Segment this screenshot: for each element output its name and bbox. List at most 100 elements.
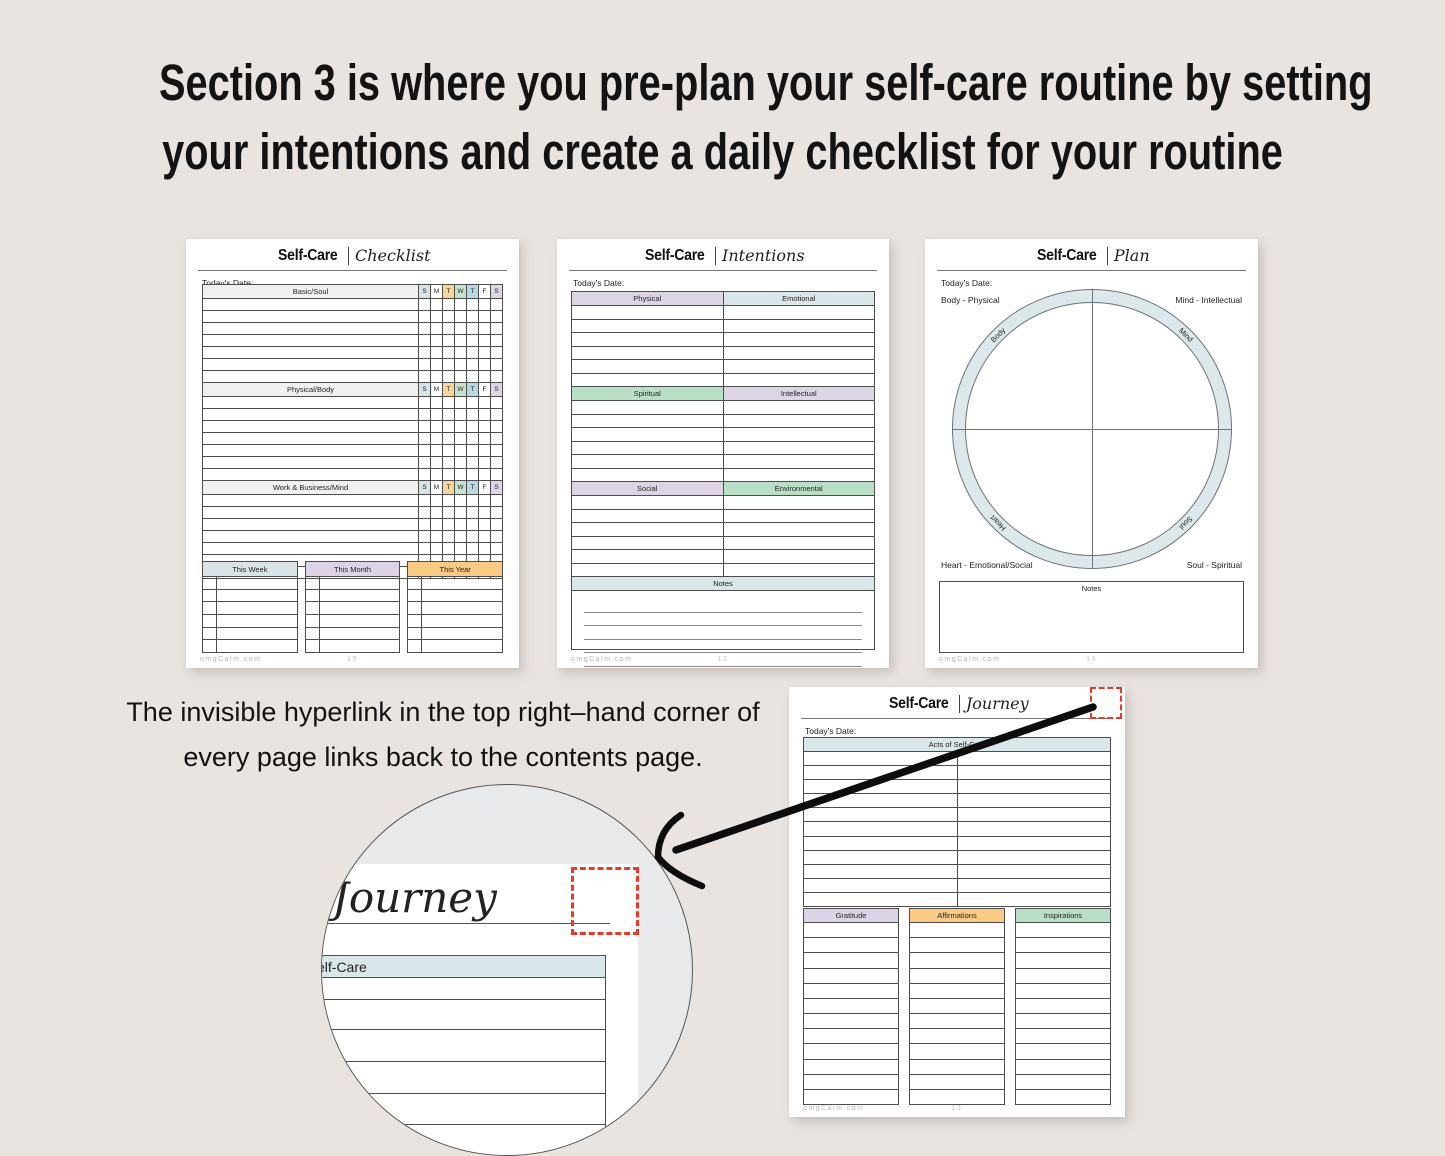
- band-label-left: Spiritual: [572, 387, 723, 400]
- checkbox-cell: [408, 640, 423, 653]
- script-label: Plan: [1113, 246, 1150, 265]
- entry-cell: [422, 640, 502, 652]
- day-checkbox-cell: [454, 555, 466, 566]
- day-letter: T: [466, 383, 478, 396]
- entry-cell: [572, 306, 723, 319]
- inset-table-right-border: [605, 978, 606, 1155]
- day-checkbox-cell: [430, 457, 442, 468]
- day-letter: T: [442, 285, 454, 298]
- day-checkbox-cell: [466, 457, 478, 468]
- period-table-row: [203, 626, 297, 640]
- intentions-row: [572, 372, 874, 386]
- entry-cell: [804, 865, 957, 878]
- day-checkbox-cell: [490, 531, 502, 542]
- band-label-left: Social: [572, 482, 723, 495]
- entry-cell: [722, 455, 875, 468]
- date-label: Today's Date:: [941, 278, 993, 288]
- day-checkbox-cell: [466, 469, 478, 480]
- acts-row: [804, 891, 1110, 907]
- band-label-right: Environmental: [722, 482, 874, 495]
- page-footer: omgCalm.com 14: [939, 656, 1244, 663]
- entry-cell: [722, 468, 875, 481]
- checklist-empty-row: [203, 494, 502, 506]
- notes-header: Notes: [572, 576, 874, 590]
- day-checkbox-cell: [430, 433, 442, 444]
- entry-cell: [722, 306, 875, 319]
- band-label-right: Emotional: [722, 292, 874, 305]
- planner-page-checklist: Self-Care Checklist Today's Date: Basic/S…: [186, 239, 519, 668]
- entry-cell: [804, 794, 957, 807]
- entry-cell: [1016, 982, 1110, 998]
- entry-cell: [804, 1073, 898, 1089]
- checklist-empty-row: [203, 420, 502, 432]
- period-table-row: [408, 639, 503, 653]
- quadrant-label-heart-emotional: Heart - Emotional/Social: [941, 560, 1033, 570]
- journey-columns: Gratitude Affirmations Inspirations: [803, 908, 1111, 1105]
- title-line-2: your intentions and create a daily check…: [162, 123, 1283, 180]
- journey-column: Inspirations: [1015, 908, 1111, 1105]
- entry-cell: [572, 469, 723, 482]
- day-checkbox-cell: [430, 371, 442, 382]
- entry-cell: [910, 1043, 1004, 1058]
- journey-column-header: Affirmations: [910, 909, 1004, 923]
- day-checkbox-cell: [442, 299, 454, 310]
- checkbox-cell: [408, 627, 423, 640]
- entry-cell: [572, 415, 723, 428]
- inset-header-rule: [322, 923, 610, 924]
- day-checkbox-cell: [454, 347, 466, 358]
- day-checkbox-cell: [442, 555, 454, 566]
- task-cell: [203, 531, 418, 542]
- day-checkbox-cell: [478, 347, 490, 358]
- day-checkbox-cell: [454, 531, 466, 542]
- day-checkbox-cell: [418, 495, 430, 506]
- checklist-empty-row: [203, 310, 502, 322]
- entry-cell: [956, 780, 1111, 794]
- entry-cell: [572, 442, 723, 455]
- script-label: Journey: [965, 694, 1029, 713]
- checklist-empty-row: [203, 432, 502, 444]
- inset-hyperlink-highlight[interactable]: [571, 867, 639, 935]
- notes-rule-line: [584, 638, 862, 640]
- entry-cell: [572, 564, 723, 577]
- day-checkbox-cell: [478, 519, 490, 530]
- period-table-header: This Week: [203, 562, 297, 577]
- period-table-row: [203, 639, 297, 653]
- day-checkbox-cell: [466, 397, 478, 408]
- day-checkbox-cell: [442, 311, 454, 322]
- entry-cell: [956, 878, 1111, 892]
- site-label: omgCalm.com: [803, 1105, 865, 1112]
- day-checkbox-cell: [478, 457, 490, 468]
- entry-cell: [1016, 937, 1110, 952]
- day-checkbox-cell: [442, 445, 454, 456]
- site-label: omgCalm.com: [571, 656, 633, 663]
- task-cell: [203, 421, 418, 432]
- day-letter: W: [454, 481, 466, 494]
- page-footer: omgCalm.com 15: [200, 656, 505, 663]
- day-checkbox-cell: [442, 371, 454, 382]
- day-checkbox-cell: [442, 543, 454, 554]
- section-header-label: Physical/Body: [203, 383, 418, 396]
- task-cell: [203, 299, 418, 310]
- entry-cell: [1016, 1013, 1110, 1028]
- day-checkbox-cell: [418, 531, 430, 542]
- invisible-hyperlink-highlight[interactable]: [1090, 687, 1122, 719]
- day-checkbox-cell: [418, 507, 430, 518]
- day-checkbox-cell: [466, 555, 478, 566]
- day-checkbox-cell: [490, 507, 502, 518]
- day-checkbox-cell: [430, 347, 442, 358]
- checkbox-cell: [408, 615, 423, 627]
- day-checkbox-cell: [442, 409, 454, 420]
- day-checkbox-cell: [430, 531, 442, 542]
- task-cell: [203, 359, 418, 370]
- header-rule: [937, 270, 1246, 271]
- period-table: This Week: [202, 561, 298, 653]
- day-letter: S: [418, 285, 430, 298]
- page-number: 15: [347, 656, 358, 663]
- entry-cell: [572, 537, 723, 550]
- inset-table-line: [322, 999, 606, 1000]
- day-checkbox-cell: [454, 335, 466, 346]
- entry-cell: [804, 937, 898, 952]
- entry-cell: [722, 360, 875, 373]
- intentions-band-header: Spiritual Intellectual: [572, 386, 874, 400]
- checklist-empty-row: [203, 554, 502, 566]
